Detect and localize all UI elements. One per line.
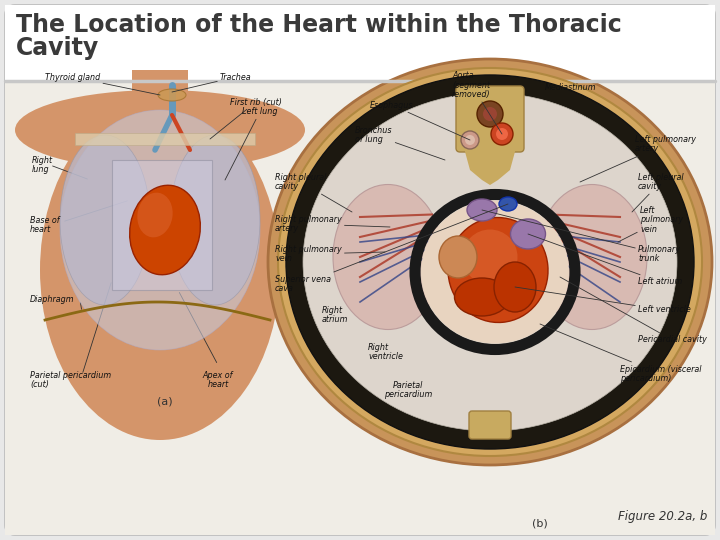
- Text: Left
pulmonary
vein: Left pulmonary vein: [618, 206, 683, 242]
- Ellipse shape: [421, 200, 569, 343]
- Text: Pulmonary
trunk: Pulmonary trunk: [482, 210, 681, 264]
- Circle shape: [496, 128, 508, 140]
- Ellipse shape: [130, 185, 200, 275]
- Circle shape: [461, 131, 479, 149]
- Ellipse shape: [462, 230, 518, 285]
- Ellipse shape: [499, 197, 517, 211]
- Text: (b): (b): [532, 518, 548, 528]
- Text: Right
atrium: Right atrium: [322, 306, 348, 325]
- Ellipse shape: [510, 219, 546, 249]
- Ellipse shape: [15, 90, 305, 170]
- Ellipse shape: [268, 59, 712, 465]
- Text: Left pulmonary
artery: Left pulmonary artery: [580, 134, 696, 182]
- Text: Right
ventricle: Right ventricle: [368, 343, 403, 361]
- Ellipse shape: [60, 110, 260, 350]
- Ellipse shape: [537, 185, 647, 329]
- FancyBboxPatch shape: [469, 411, 511, 439]
- Text: Parietal pericardium
(cut): Parietal pericardium (cut): [30, 370, 111, 389]
- Ellipse shape: [454, 278, 510, 316]
- Ellipse shape: [158, 89, 186, 101]
- Text: Left lung: Left lung: [225, 107, 277, 180]
- FancyBboxPatch shape: [112, 160, 212, 290]
- Text: Right pleural
cavity: Right pleural cavity: [275, 173, 352, 212]
- Text: Right pulmonary
artery: Right pulmonary artery: [275, 214, 390, 233]
- Ellipse shape: [278, 68, 702, 456]
- Text: Bronchus
of lung: Bronchus of lung: [355, 126, 445, 160]
- Text: Apex of
heart: Apex of heart: [203, 370, 233, 389]
- Text: (a): (a): [157, 397, 173, 407]
- Ellipse shape: [286, 75, 694, 449]
- Text: Cavity: Cavity: [16, 36, 99, 60]
- Text: Pericardial cavity: Pericardial cavity: [560, 277, 707, 345]
- Text: Left pleural
cavity: Left pleural cavity: [632, 173, 683, 212]
- Bar: [5, 5, 715, 83]
- Text: Right
lung: Right lung: [32, 156, 53, 174]
- Circle shape: [477, 101, 503, 127]
- Ellipse shape: [439, 236, 477, 278]
- Text: Diaphragm: Diaphragm: [30, 295, 74, 305]
- Text: Thyroid gland: Thyroid gland: [45, 72, 160, 95]
- Ellipse shape: [467, 199, 497, 221]
- Circle shape: [465, 135, 475, 145]
- Ellipse shape: [60, 135, 150, 305]
- Text: Superior vena
cava: Superior vena cava: [275, 204, 508, 293]
- Ellipse shape: [448, 218, 548, 322]
- FancyBboxPatch shape: [5, 5, 715, 535]
- Text: The Location of the Heart within the Thoracic: The Location of the Heart within the Tho…: [16, 13, 622, 37]
- Ellipse shape: [40, 100, 280, 440]
- Text: Aorta
(segment
removed): Aorta (segment removed): [452, 71, 502, 134]
- Text: First rib (cut): First rib (cut): [210, 98, 282, 139]
- Text: Parietal
pericardium: Parietal pericardium: [384, 381, 432, 400]
- FancyBboxPatch shape: [456, 86, 524, 152]
- Polygon shape: [464, 148, 516, 185]
- Text: Trachea: Trachea: [172, 72, 251, 92]
- Circle shape: [483, 107, 497, 121]
- Text: Left atrium: Left atrium: [528, 234, 683, 287]
- Text: Esophagus: Esophagus: [370, 100, 470, 140]
- Ellipse shape: [494, 262, 536, 312]
- Bar: [132, 70, 188, 120]
- Text: Mediastinum: Mediastinum: [545, 84, 596, 92]
- Ellipse shape: [303, 93, 677, 431]
- Bar: [75, 133, 255, 145]
- Text: Right pulmonary
vein: Right pulmonary vein: [275, 245, 385, 264]
- Ellipse shape: [170, 135, 260, 305]
- Text: Base of
heart: Base of heart: [30, 215, 60, 234]
- Text: Left ventricle: Left ventricle: [515, 287, 690, 314]
- Ellipse shape: [138, 193, 173, 238]
- Bar: [5, 82, 715, 535]
- Circle shape: [491, 123, 513, 145]
- Text: Figure 20.2a, b: Figure 20.2a, b: [618, 510, 707, 523]
- Text: Epicardium (visceral
pericardium): Epicardium (visceral pericardium): [540, 324, 701, 383]
- Ellipse shape: [333, 185, 443, 329]
